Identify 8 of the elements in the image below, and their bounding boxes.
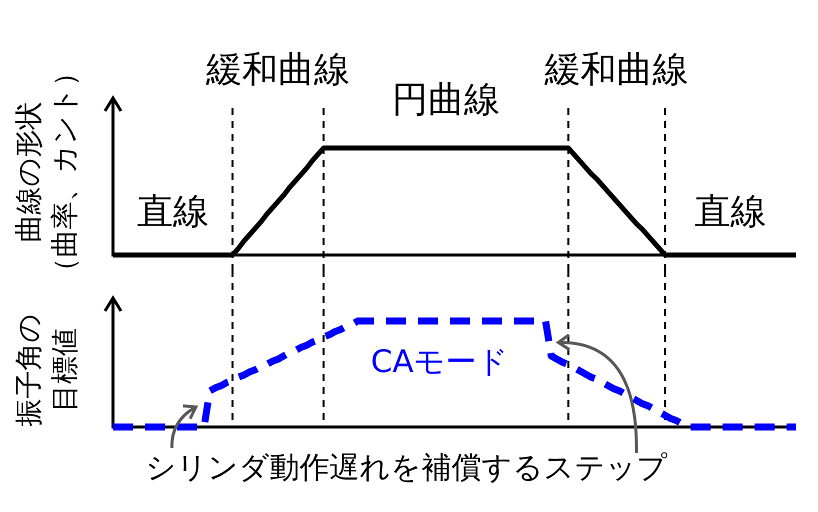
ylabel: 曲線の形状（曲率、カント）: [12, 58, 81, 286]
ylabel: 振子角の目標値: [12, 314, 81, 426]
annotation: 直線: [694, 192, 767, 233]
annotation: 緩和曲線: [544, 49, 689, 90]
annotation: 直線: [136, 192, 209, 233]
annotation: シリンダ動作遅れを補償するステップ: [146, 450, 668, 486]
annotation: 緩和曲線: [206, 49, 350, 90]
annotation: 円曲線: [392, 79, 500, 120]
